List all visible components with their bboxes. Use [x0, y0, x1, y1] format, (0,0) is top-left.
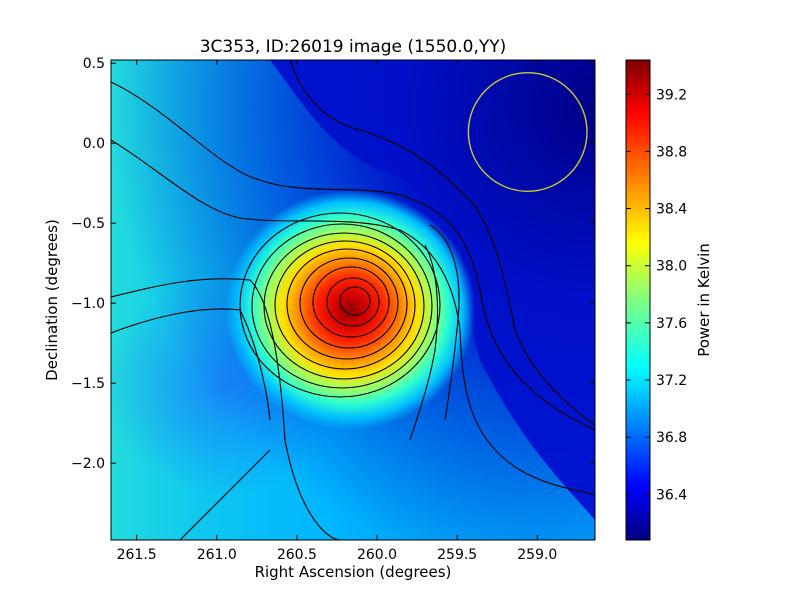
colorbar-tick-label: 38.4 [656, 202, 687, 218]
colorbar-tick-label: 36.8 [656, 430, 687, 446]
contour-line [179, 449, 271, 540]
y-axis: 0.5 0.0 −0.5 −1.0 −1.5 −2.0 [71, 56, 595, 472]
contour-line [289, 60, 595, 426]
contour-line [251, 223, 433, 389]
x-tick-label: 261.5 [117, 547, 157, 563]
colorbar-label: Power in Kelvin [695, 243, 713, 357]
colorbar-tick-label: 39.2 [656, 87, 687, 103]
colorbar-tick-label: 36.4 [656, 487, 687, 503]
contour-line [299, 257, 399, 349]
contour-line [111, 81, 595, 431]
colorbar: 36.4 36.8 37.2 37.6 38.0 38.4 38.8 39.2 Power i… [625, 59, 713, 541]
contour-line [409, 244, 439, 441]
colorbar-ticks: 36.4 36.8 37.2 37.6 38.0 38.4 38.8 39.2 [626, 87, 687, 503]
contour-line [429, 224, 460, 421]
x-tick-label: 259.0 [517, 547, 557, 563]
chart-title: 3C353, ID:26019 image (1550.0,YY) [200, 37, 507, 57]
colorbar-gradient [625, 59, 651, 541]
contour-line [312, 266, 390, 338]
x-axis: 261.5 261.0 260.5 260.0 259.5 259.0 [117, 60, 557, 563]
y-tick-label: −0.5 [71, 216, 105, 232]
y-tick-label: −1.5 [71, 376, 105, 392]
contour-line [274, 240, 416, 370]
y-tick-label: −1.0 [71, 296, 105, 312]
contour-line [326, 277, 380, 327]
x-tick-label: 260.5 [277, 547, 317, 563]
x-tick-label: 260.0 [357, 547, 397, 563]
contour-lines [111, 60, 595, 540]
contour-line [263, 232, 425, 380]
plot-frame [110, 59, 596, 541]
x-axis-label: Right Ascension (degrees) [255, 563, 452, 581]
x-tick-label: 261.0 [197, 547, 237, 563]
y-tick-label: −2.0 [71, 456, 105, 472]
heatmap-plot [111, 60, 595, 540]
colorbar-tick-label: 37.2 [656, 373, 687, 389]
y-tick-label: 0.0 [83, 136, 105, 152]
contour-line [286, 248, 408, 360]
colorbar-tick-label: 38.8 [656, 144, 687, 160]
y-axis-label: Declination (degrees) [43, 219, 61, 381]
contour-line [339, 286, 371, 316]
colorbar-tick-label: 38.0 [656, 259, 687, 275]
heatmap-peak-glow [225, 190, 475, 430]
beam-circle [467, 72, 588, 192]
x-tick-label: 259.5 [437, 547, 477, 563]
colorbar-tick-label: 37.6 [656, 316, 687, 332]
contour-line [111, 278, 341, 540]
y-tick-label: 0.5 [83, 56, 105, 72]
contour-line [239, 212, 441, 398]
contour-line [111, 139, 595, 496]
